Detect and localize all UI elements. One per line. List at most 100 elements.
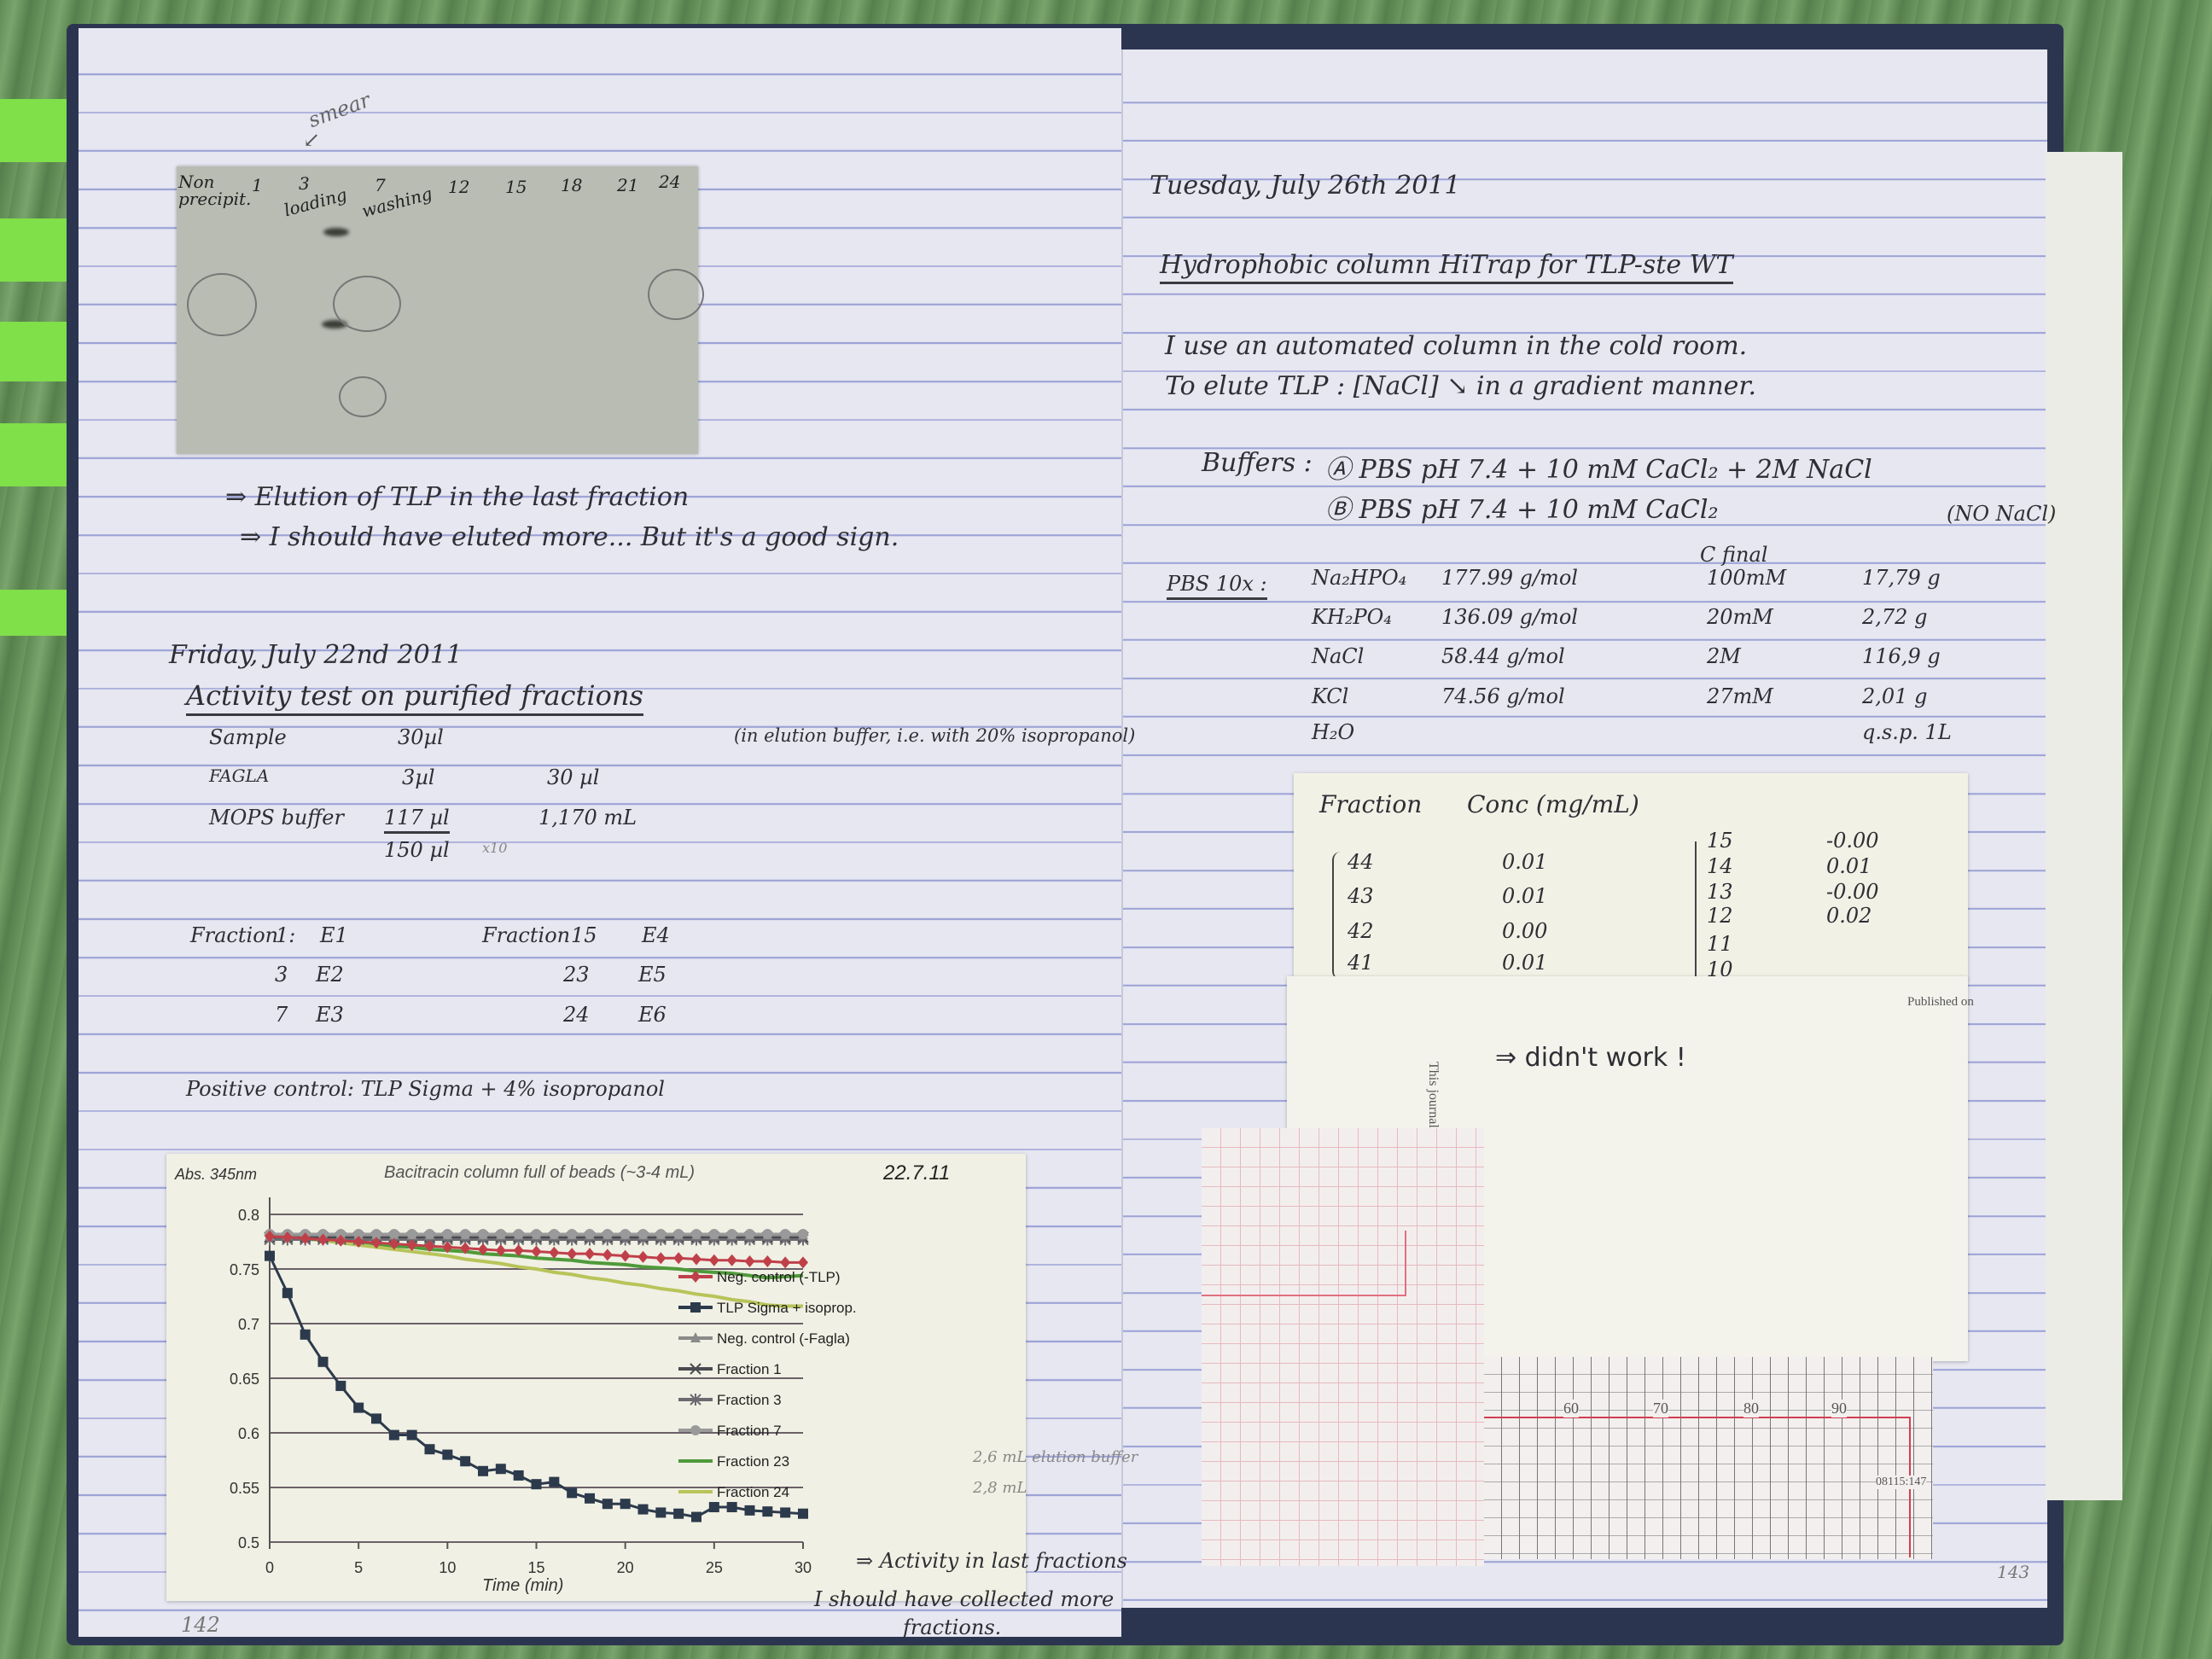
pbs-conc: 2M <box>1707 644 1741 668</box>
y-tick-label: 0.55 <box>230 1480 259 1497</box>
chart-title: Bacitracin column full of beads (~3-4 mL… <box>384 1163 695 1182</box>
data-point-square <box>353 1402 364 1413</box>
recipe-note: (in elution buffer, i.e. with 20% isopro… <box>734 725 1136 746</box>
entry-title: Activity test on purified fractions <box>186 679 643 716</box>
note-header: Conc (mg/mL) <box>1467 790 1639 818</box>
data-point-diamond <box>602 1249 613 1261</box>
pbs-mass: q.s.p. 1L <box>1862 720 1952 744</box>
data-point-square <box>690 1302 701 1313</box>
pbs-compound: KCl <box>1312 684 1349 708</box>
gel-lane-note: loading <box>282 183 350 221</box>
data-point-circle <box>495 1229 506 1240</box>
bracket <box>1332 852 1342 980</box>
buffer-b: Ⓑ PBS pH 7.4 + 10 mM CaCl₂ <box>1325 495 1719 525</box>
chart-conclusion: fractions. <box>903 1615 1002 1639</box>
data-point-circle <box>798 1229 808 1240</box>
note-conc: 0.02 <box>1826 904 1872 928</box>
sticky-tab <box>0 322 79 381</box>
positive-control-note: Positive control: TLP Sigma + 4% isoprop… <box>186 1077 665 1101</box>
data-point-circle <box>726 1229 737 1240</box>
data-point-circle <box>637 1229 649 1240</box>
pbs-compound: H₂O <box>1312 720 1355 744</box>
scale-label: 90 <box>1831 1400 1847 1417</box>
recipe-value: 3µl <box>402 765 435 789</box>
data-point-diamond <box>744 1255 755 1268</box>
data-point-square <box>549 1476 560 1487</box>
gel-lane-label: 7 <box>375 175 386 195</box>
pbs-mw: 177.99 g/mol <box>1441 566 1578 590</box>
pbs-conc: 27mM <box>1707 684 1773 708</box>
gel-band <box>323 228 349 236</box>
page-number: 143 <box>1997 1562 2030 1582</box>
x-tick-label: 5 <box>354 1559 363 1576</box>
data-point-circle <box>620 1229 631 1240</box>
pbs-compound: KH₂PO₄ <box>1312 605 1392 629</box>
data-point-circle <box>549 1229 560 1240</box>
data-point-diamond <box>798 1256 808 1269</box>
data-point-square <box>388 1429 399 1441</box>
data-point-circle <box>513 1229 524 1240</box>
data-point-diamond <box>620 1249 631 1262</box>
fraction-number: 23 <box>563 963 590 987</box>
sticky-tab <box>0 218 79 282</box>
legend-label: TLP Sigma + isoprop. <box>717 1300 857 1316</box>
gel-circle-mark <box>333 276 401 332</box>
data-point-square <box>265 1250 275 1261</box>
c-final-header: C final <box>1700 543 1768 567</box>
fraction-number: 1: <box>276 923 296 947</box>
gel-circle-mark <box>339 376 387 417</box>
fraction-number: 15 <box>571 923 597 947</box>
y-tick-label: 0.5 <box>238 1534 259 1551</box>
fraction-number: 24 <box>563 1003 590 1027</box>
entry-line: I use an automated column in the cold ro… <box>1165 331 1748 361</box>
data-point-circle <box>691 1229 701 1240</box>
fraction-well: E6 <box>638 1003 667 1027</box>
y-tick-label: 0.7 <box>238 1316 259 1333</box>
data-point-diamond <box>442 1241 453 1254</box>
gel-band <box>322 320 347 329</box>
data-point-diamond <box>655 1252 667 1265</box>
recipe-name: FAGLA <box>209 765 270 786</box>
legend-item: Fraction 7 <box>678 1423 782 1439</box>
x-tick-label: 0 <box>265 1559 274 1576</box>
legend-item: Fraction 1 <box>678 1361 782 1377</box>
data-point-x <box>690 1363 701 1375</box>
fraction24-note: 2,8 mL <box>973 1479 1027 1497</box>
pbs-mw: 74.56 g/mol <box>1441 684 1565 708</box>
chart-recorder-strip: 60 70 80 90 08115:147 <box>1484 1357 1933 1559</box>
data-point-square <box>282 1288 293 1299</box>
legend-item: Fraction 3 <box>678 1392 782 1408</box>
data-point-square <box>602 1499 613 1510</box>
data-point-triangle <box>690 1332 701 1342</box>
series-line <box>268 1254 804 1519</box>
legend-label: Fraction 1 <box>717 1361 782 1377</box>
legend-label: Neg. control (-Fagla) <box>717 1330 850 1347</box>
entry-date: Friday, July 22nd 2011 <box>169 640 463 670</box>
data-point-diamond <box>460 1242 471 1254</box>
data-point-circle <box>744 1229 755 1240</box>
entry-title: Hydrophobic column HiTrap for TLP-ste WT <box>1160 250 1733 284</box>
note-fraction: 13 <box>1707 880 1733 904</box>
data-point-square <box>460 1456 471 1467</box>
data-point-diamond <box>371 1237 381 1249</box>
note-conc: 0.01 <box>1502 884 1548 908</box>
data-point-square <box>585 1493 595 1504</box>
fraction-number: 7 <box>275 1003 288 1027</box>
x-tick-label: 10 <box>439 1559 456 1576</box>
y-tick-label: 0.8 <box>238 1207 259 1224</box>
pbs-compound: Na₂HPO₄ <box>1312 566 1407 590</box>
data-point-square <box>478 1465 488 1476</box>
data-point-square <box>442 1449 453 1460</box>
recorder-trace <box>1484 1417 1911 1418</box>
data-point-square <box>300 1329 311 1340</box>
data-point-square <box>620 1499 631 1510</box>
data-point-diamond <box>424 1240 435 1253</box>
legend-item: Neg. control (-TLP) <box>678 1269 841 1285</box>
data-point-diamond <box>513 1244 524 1257</box>
note-conc: -0.00 <box>1826 880 1879 904</box>
data-point-diamond <box>691 1253 701 1266</box>
data-point-diamond <box>478 1243 488 1255</box>
note-conc: 0.00 <box>1502 919 1548 943</box>
data-point-diamond <box>317 1233 329 1246</box>
gel-lane-label: 1 <box>252 175 263 195</box>
